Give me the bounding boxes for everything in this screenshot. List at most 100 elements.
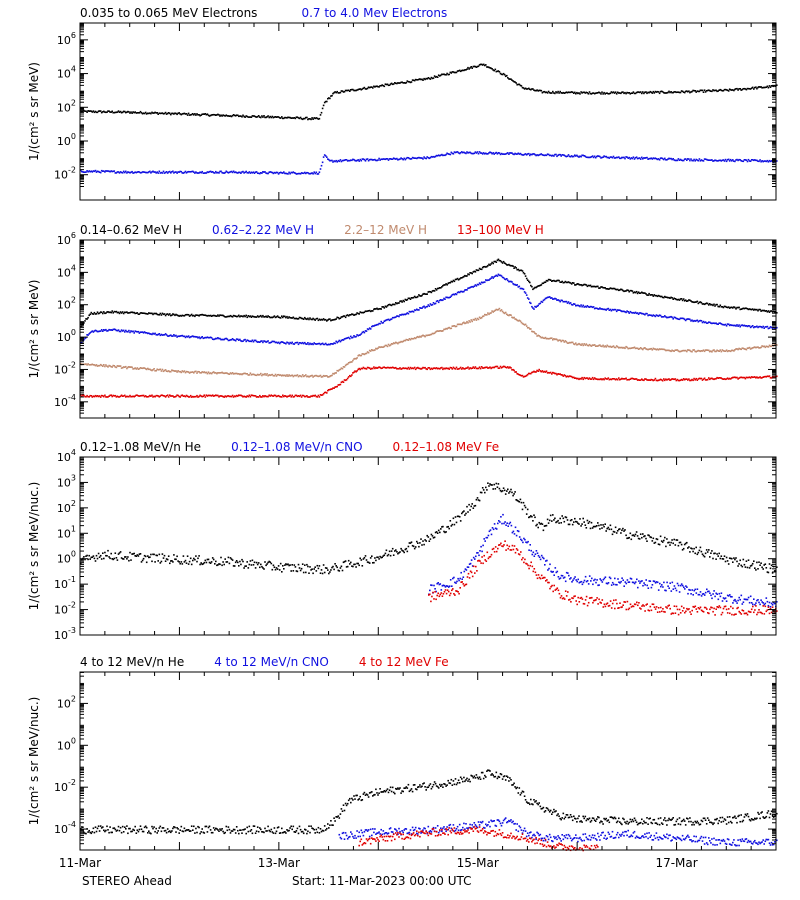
- data-point: [310, 375, 312, 377]
- data-point: [627, 157, 629, 159]
- data-point: [709, 303, 711, 305]
- data-point: [331, 374, 333, 377]
- data-point: [689, 349, 691, 352]
- data-point: [683, 91, 686, 94]
- data-point: [638, 91, 641, 94]
- data-point: [639, 91, 642, 93]
- data-point: [85, 336, 87, 339]
- data-point: [141, 112, 144, 115]
- data-point: [473, 285, 476, 287]
- data-point: [544, 154, 547, 156]
- data-point: [633, 92, 636, 95]
- data-point: [268, 316, 270, 318]
- data-point: [412, 545, 415, 548]
- data-point: [744, 348, 747, 350]
- data-point: [503, 365, 506, 368]
- data-point: [712, 89, 714, 91]
- data-point: [269, 115, 271, 118]
- data-point: [376, 159, 378, 162]
- data-point: [378, 308, 380, 310]
- data-point: [548, 91, 551, 94]
- data-point: [698, 301, 701, 304]
- data-point: [480, 152, 483, 154]
- data-point: [379, 308, 381, 310]
- data-point: [381, 84, 383, 86]
- data-point: [723, 88, 726, 91]
- data-point: [465, 289, 467, 291]
- data-point: [282, 172, 284, 174]
- data-point: [419, 157, 421, 159]
- data-point: [562, 517, 565, 520]
- data-point: [705, 379, 708, 381]
- data-point: [216, 114, 218, 116]
- data-point: [451, 294, 454, 296]
- data-point: [102, 395, 104, 397]
- data-point: [688, 90, 690, 92]
- data-point: [615, 345, 618, 347]
- data-point: [646, 294, 648, 296]
- data-point: [664, 315, 666, 317]
- data-point: [304, 316, 306, 319]
- data-point: [745, 348, 748, 351]
- data-point: [288, 116, 290, 119]
- data-point: [509, 490, 511, 493]
- data-point: [153, 395, 155, 398]
- data-point: [498, 274, 501, 277]
- data-point: [242, 373, 244, 375]
- data-point: [664, 92, 666, 94]
- data-point: [657, 91, 660, 93]
- data-point: [551, 155, 553, 157]
- data-point: [539, 302, 542, 305]
- data-point: [538, 89, 540, 92]
- data-point: [643, 347, 645, 350]
- data-point: [450, 280, 453, 283]
- data-point: [488, 279, 490, 281]
- data-point: [398, 341, 400, 344]
- data-point: [299, 173, 302, 175]
- data-point: [427, 156, 430, 159]
- data-point: [560, 522, 562, 524]
- data-point: [591, 344, 594, 346]
- data-point: [422, 293, 424, 295]
- data-point: [214, 314, 216, 317]
- data-point: [240, 315, 242, 317]
- data-point: [361, 331, 364, 334]
- data-point: [351, 159, 353, 162]
- data-point: [486, 153, 488, 155]
- data-point: [390, 343, 393, 345]
- data-point: [420, 78, 422, 81]
- data-point: [154, 312, 156, 315]
- data-point: [602, 93, 604, 95]
- data-point: [139, 110, 142, 113]
- data-point: [452, 293, 455, 296]
- data-point: [674, 298, 677, 300]
- data-point: [155, 554, 157, 557]
- data-point: [105, 364, 107, 366]
- data-point: [406, 550, 409, 553]
- data-point: [416, 79, 418, 81]
- data-point: [382, 555, 385, 557]
- data-point: [159, 562, 162, 564]
- data-point: [720, 377, 723, 379]
- data-point: [186, 555, 189, 557]
- data-point: [245, 565, 247, 567]
- data-point: [262, 314, 264, 317]
- data-point: [310, 395, 312, 397]
- data-point: [534, 153, 536, 156]
- data-point: [336, 341, 338, 344]
- data-point: [240, 115, 242, 117]
- data-point: [394, 367, 396, 369]
- data-point: [655, 379, 658, 382]
- data-point: [313, 117, 315, 119]
- data-point: [157, 172, 159, 174]
- data-point: [462, 511, 464, 513]
- data-point: [684, 90, 687, 93]
- data-point: [341, 380, 344, 383]
- data-point: [124, 331, 126, 333]
- data-point: [309, 375, 311, 378]
- data-point: [590, 378, 593, 380]
- data-point: [335, 386, 337, 388]
- data-point: [222, 395, 224, 398]
- data-point: [323, 571, 326, 574]
- data-point: [716, 349, 718, 352]
